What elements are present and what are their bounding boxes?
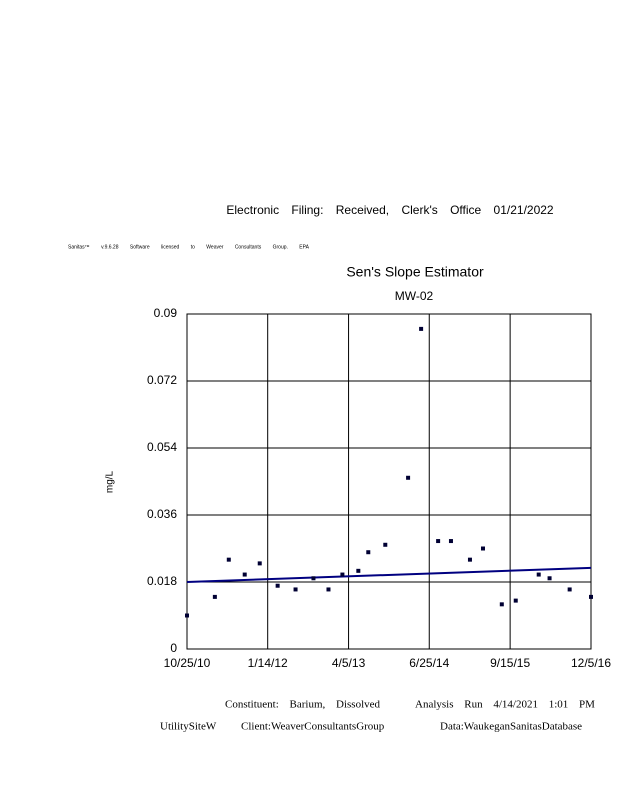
- data-point: [513, 598, 518, 603]
- x-tick-label: 10/25/10: [164, 656, 211, 670]
- y-tick-label: 0.018: [147, 574, 177, 588]
- data-point: [499, 602, 504, 607]
- data-point: [448, 539, 453, 544]
- data-point: [275, 583, 280, 588]
- plot-area: [186, 313, 592, 650]
- data-point: [480, 546, 485, 551]
- chart-subtitle: MW-02: [395, 289, 434, 303]
- x-tick-label: 1/14/12: [248, 656, 288, 670]
- y-tick-label: 0.054: [147, 440, 177, 454]
- x-tick-label: 9/15/15: [490, 656, 530, 670]
- data-point: [185, 613, 189, 618]
- x-tick-label: 6/25/14: [409, 656, 449, 670]
- x-tick-label: 4/5/13: [332, 656, 366, 670]
- y-tick-label: 0.072: [147, 373, 177, 387]
- data-point: [293, 587, 298, 592]
- data-point: [383, 542, 388, 547]
- y-tick-label: 0: [170, 641, 177, 655]
- data-point: [536, 572, 541, 577]
- data-point: [436, 539, 441, 544]
- data-point: [242, 572, 247, 577]
- data-point: [467, 557, 472, 562]
- trend-line: [186, 566, 592, 583]
- data-point: [226, 557, 231, 562]
- y-tick-label: 0.036: [147, 507, 177, 521]
- data-point: [589, 594, 593, 599]
- y-axis-label: mg/L: [105, 470, 116, 493]
- data-point: [257, 561, 262, 566]
- chart-title: Sen's Slope Estimator: [346, 264, 484, 280]
- data-point: [212, 594, 217, 599]
- data-point: [567, 587, 572, 592]
- footer-analysis: Analysis Run 4/14/2021 1:01 PM: [415, 699, 595, 711]
- data-point: [406, 475, 411, 480]
- data-point: [366, 550, 371, 555]
- footer-client: Client:WeaverConsultantsGroup: [241, 721, 385, 733]
- data-point: [340, 572, 345, 577]
- y-tick-label: 0.09: [154, 306, 178, 320]
- footer-constituent: Constituent: Barium, Dissolved: [225, 699, 381, 711]
- data-point: [547, 576, 552, 581]
- data-point: [326, 587, 331, 592]
- software-note: Sanitas™ v.9.6.28 Software licensed to W…: [68, 244, 310, 250]
- filing-header: Electronic Filing: Received, Clerk's Off…: [226, 203, 554, 217]
- footer-database: Data:WaukeganSanitasDatabase: [440, 721, 582, 733]
- data-point: [419, 326, 424, 331]
- x-tick-label: 12/5/16: [571, 656, 611, 670]
- data-point: [311, 576, 316, 581]
- footer-site: UtilitySiteW: [160, 721, 217, 733]
- data-point: [356, 568, 361, 573]
